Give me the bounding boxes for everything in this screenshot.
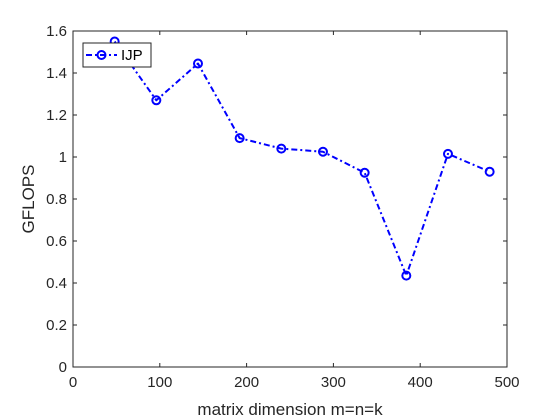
- y-tick-label: 0.6: [46, 233, 67, 250]
- y-tick-label: 1.4: [46, 65, 67, 82]
- x-tick-label: 400: [408, 374, 433, 391]
- x-tick-label: 0: [69, 374, 77, 391]
- y-tick-label: 0.2: [46, 317, 67, 334]
- x-tick-label: 100: [147, 374, 172, 391]
- y-tick-label: 0: [59, 359, 67, 376]
- y-tick-label: 1.2: [46, 107, 67, 124]
- y-tick-label: 1: [59, 149, 67, 166]
- legend-entry-label: IJP: [121, 47, 143, 64]
- x-tick-label: 500: [494, 374, 519, 391]
- y-tick-label: 1.6: [46, 23, 67, 40]
- y-tick-label: 0.4: [46, 275, 67, 292]
- x-axis-label: matrix dimension m=n=k: [197, 400, 383, 419]
- y-axis-label: GFLOPS: [19, 165, 38, 234]
- x-tick-label: 300: [321, 374, 346, 391]
- y-tick-label: 0.8: [46, 191, 67, 208]
- plot-area: [73, 31, 507, 367]
- x-tick-label: 200: [234, 374, 259, 391]
- legend: IJP: [83, 43, 151, 67]
